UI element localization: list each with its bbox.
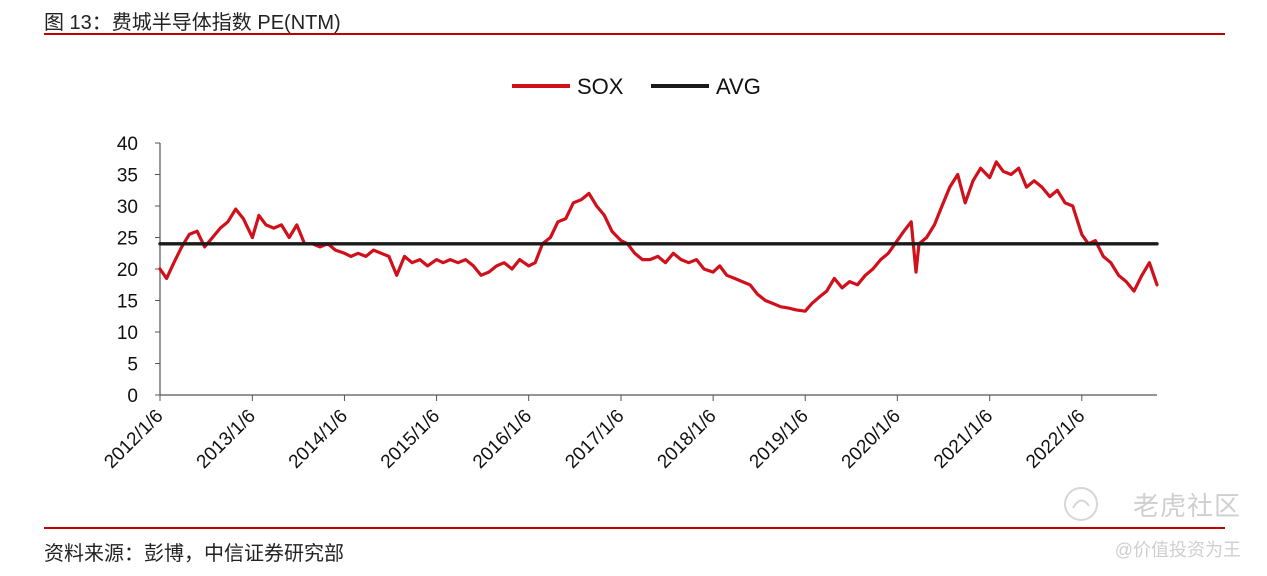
x-tick-label: 2021/1/6 xyxy=(930,406,997,473)
top-rule xyxy=(44,33,1225,35)
x-tick-label: 2016/1/6 xyxy=(469,406,536,473)
y-tick-label: 30 xyxy=(117,197,138,218)
y-tick-label: 40 xyxy=(117,134,138,155)
x-tick-label: 2017/1/6 xyxy=(561,406,628,473)
figure-title: 图 13：费城半导体指数 PE(NTM) xyxy=(44,12,341,34)
x-tick-label: 2020/1/6 xyxy=(838,406,905,473)
x-tick-label: 2015/1/6 xyxy=(377,406,444,473)
chart-series xyxy=(158,160,1159,313)
watermark-brand: 老虎社区 xyxy=(1132,491,1241,521)
y-tick-label: 0 xyxy=(127,386,138,407)
bottom-rule xyxy=(44,527,1225,529)
y-tick-label: 20 xyxy=(117,260,138,281)
legend-label-avg: AVG xyxy=(716,74,761,99)
chart-legend: SOX AVG xyxy=(512,74,761,99)
legend-label-sox: SOX xyxy=(577,74,624,99)
y-tick-label: 10 xyxy=(117,323,138,344)
y-tick-labels: 0 5 10 15 20 25 30 35 40 xyxy=(117,134,138,407)
y-tick-label: 35 xyxy=(117,166,138,187)
series-line-sox xyxy=(158,160,1159,313)
y-tick-label: 15 xyxy=(117,292,138,313)
y-tick-label: 25 xyxy=(117,229,138,250)
x-tick-label: 2014/1/6 xyxy=(285,406,352,473)
x-tick-label: 2019/1/6 xyxy=(746,406,813,473)
x-tick-label: 2013/1/6 xyxy=(193,406,260,473)
chart-axes xyxy=(155,142,1157,401)
x-tick-label: 2012/1/6 xyxy=(100,406,167,473)
y-tick-label: 5 xyxy=(127,355,138,376)
watermark-logo-icon xyxy=(1064,487,1098,521)
x-tick-labels: 2012/1/6 2013/1/6 2014/1/6 2015/1/6 2016/1/6… xyxy=(100,406,1089,473)
source-note: 资料来源：彭博，中信证券研究部 xyxy=(44,543,344,565)
x-tick-label: 2018/1/6 xyxy=(654,406,721,473)
watermark-handle: @价值投资为王 xyxy=(1114,540,1241,560)
x-tick-label: 2022/1/6 xyxy=(1022,406,1089,473)
